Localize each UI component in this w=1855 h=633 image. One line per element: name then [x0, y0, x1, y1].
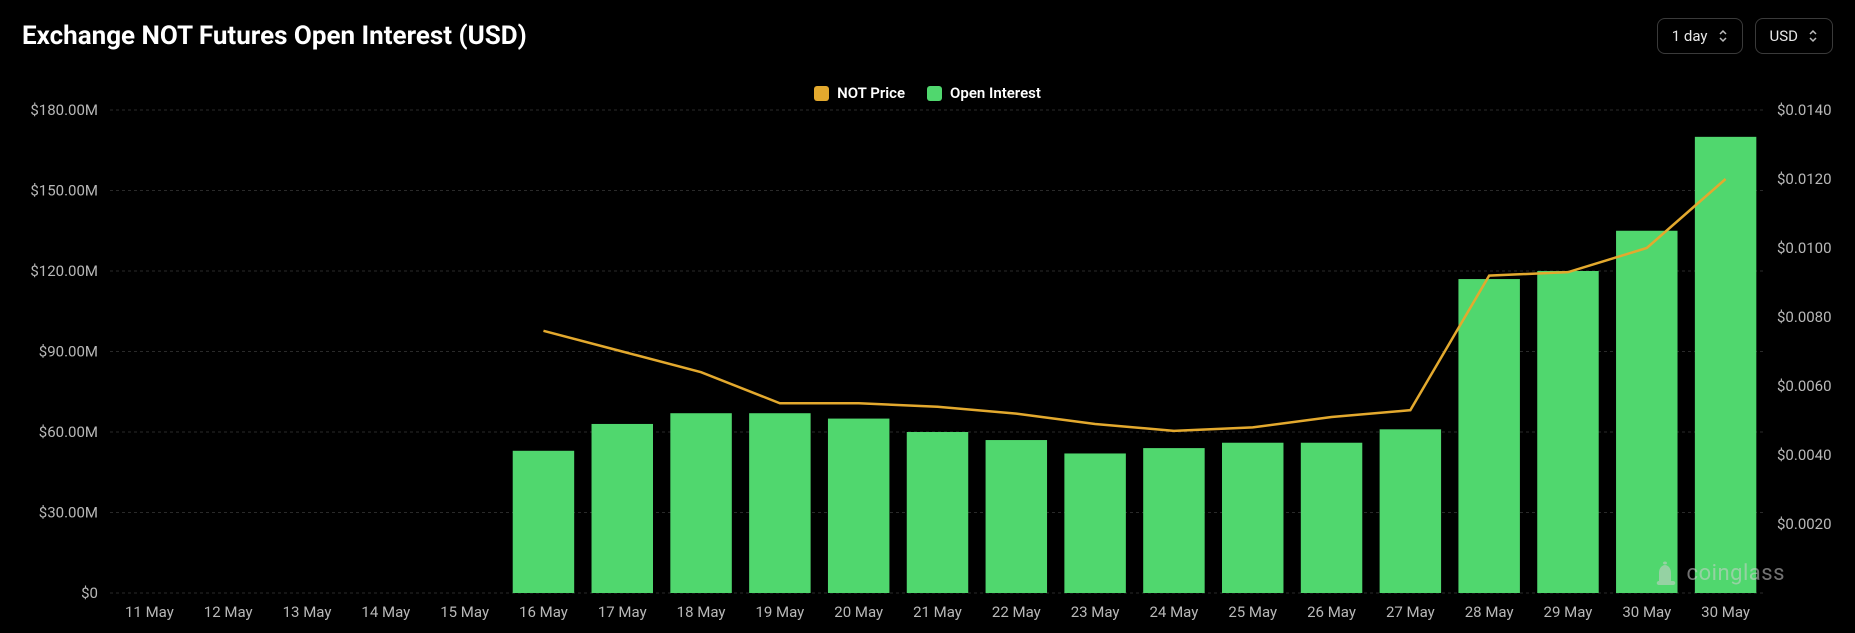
oi-bar — [1458, 279, 1519, 593]
x-tick: 25 May — [1228, 603, 1277, 621]
x-tick: 30 May — [1701, 603, 1750, 621]
x-tick: 19 May — [755, 603, 804, 621]
x-tick: 23 May — [1071, 603, 1120, 621]
oi-bar — [1143, 448, 1204, 593]
x-tick: 15 May — [440, 603, 489, 621]
x-tick: 13 May — [283, 603, 332, 621]
currency-selector[interactable]: USD — [1755, 18, 1833, 54]
oi-bar — [1222, 443, 1283, 593]
y-right-tick: $0.0120 — [1777, 170, 1832, 188]
oi-bar — [670, 413, 731, 593]
oi-bar — [907, 432, 968, 593]
y-left-tick: $60.00M — [39, 423, 98, 441]
y-right-tick: $0.0080 — [1777, 308, 1832, 326]
y-left-tick: $90.00M — [39, 343, 98, 361]
chart-svg: $0 $30.00M $60.00M $90.00M $120.00M $150.00M $… — [0, 100, 1855, 633]
y-left-tick: $150.00M — [30, 182, 98, 200]
x-tick: 20 May — [834, 603, 883, 621]
x-tick: 27 May — [1386, 603, 1435, 621]
oi-bar — [592, 424, 653, 593]
watermark: coinglass — [1653, 559, 1785, 587]
oi-bar — [986, 440, 1047, 593]
y-left-tick: $0 — [81, 584, 98, 602]
y-right-tick: $0.0140 — [1777, 101, 1832, 119]
oi-bar — [828, 419, 889, 593]
watermark-text: coinglass — [1687, 561, 1785, 586]
oi-bar — [1064, 453, 1125, 593]
legend-swatch-oi — [927, 86, 942, 101]
x-tick: 14 May — [361, 603, 410, 621]
oi-bar — [1537, 271, 1598, 593]
x-tick: 22 May — [992, 603, 1041, 621]
x-tick: 24 May — [1150, 603, 1199, 621]
oi-bar — [1301, 443, 1362, 593]
oi-bar — [1380, 429, 1441, 593]
timeframe-selector[interactable]: 1 day — [1657, 18, 1743, 54]
x-tick: 21 May — [913, 603, 962, 621]
chart-area: $0 $30.00M $60.00M $90.00M $120.00M $150.00M $… — [0, 100, 1855, 633]
chevron-updown-icon — [1808, 29, 1818, 43]
x-tick: 12 May — [204, 603, 253, 621]
y-right-tick: $0.0040 — [1777, 446, 1832, 464]
x-tick: 30 May — [1622, 603, 1671, 621]
chart-legend: NOT Price Open Interest — [0, 54, 1855, 102]
y-right-tick: $0.0060 — [1777, 377, 1832, 395]
x-tick: 28 May — [1465, 603, 1514, 621]
legend-swatch-price — [814, 86, 829, 101]
x-tick: 11 May — [125, 603, 174, 621]
chevron-updown-icon — [1718, 29, 1728, 43]
timeframe-label: 1 day — [1672, 27, 1708, 45]
x-tick: 26 May — [1307, 603, 1356, 621]
y-right-tick: $0.0020 — [1777, 515, 1832, 533]
x-tick: 16 May — [519, 603, 568, 621]
y-left-tick: $120.00M — [30, 262, 98, 280]
y-left-tick: $30.00M — [39, 504, 98, 522]
chart-controls: 1 day USD — [1657, 18, 1833, 54]
oi-bar — [749, 413, 810, 593]
oi-bar — [1695, 137, 1756, 593]
coinglass-logo-icon — [1653, 559, 1679, 587]
x-tick: 29 May — [1544, 603, 1593, 621]
currency-label: USD — [1770, 27, 1798, 45]
y-right-tick: $0.0100 — [1777, 239, 1832, 257]
x-tick: 18 May — [677, 603, 726, 621]
chart-header: Exchange NOT Futures Open Interest (USD)… — [0, 0, 1855, 54]
oi-bar — [513, 451, 574, 593]
oi-bar — [1616, 231, 1677, 593]
x-tick: 17 May — [598, 603, 647, 621]
chart-title: Exchange NOT Futures Open Interest (USD) — [22, 21, 527, 51]
y-left-tick: $180.00M — [30, 101, 98, 119]
